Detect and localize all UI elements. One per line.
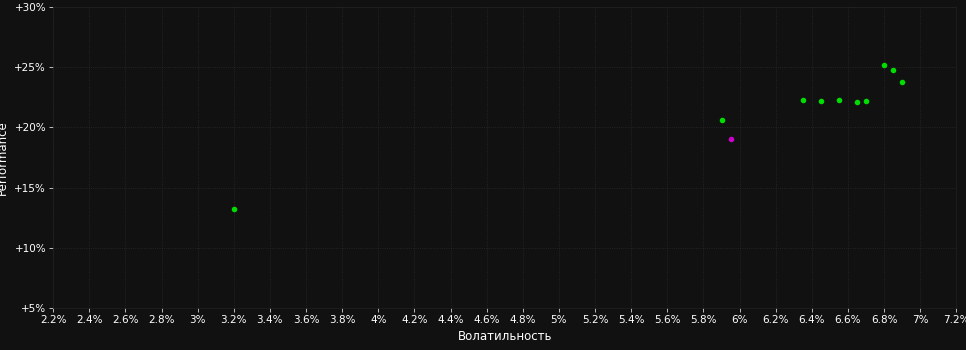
Y-axis label: Performance: Performance xyxy=(0,120,9,195)
X-axis label: Волатильность: Волатильность xyxy=(458,330,552,343)
